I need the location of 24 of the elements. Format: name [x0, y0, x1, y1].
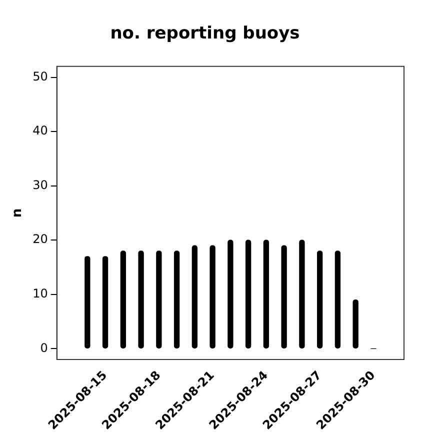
y-tick-label: 20 — [32, 232, 48, 246]
bar — [174, 250, 180, 349]
bar — [245, 240, 252, 349]
bar — [156, 250, 162, 349]
bar — [334, 250, 341, 349]
y-tick-label: 40 — [32, 124, 48, 138]
bar — [102, 256, 108, 349]
y-tick-label: 10 — [32, 286, 48, 301]
y-tick-label: 50 — [32, 69, 48, 84]
bar — [192, 245, 198, 349]
bar — [281, 245, 287, 349]
bar — [120, 250, 126, 349]
y-tick-label: 0 — [40, 340, 48, 355]
bar — [138, 250, 144, 349]
y-tick-label: 30 — [32, 178, 48, 192]
y-axis-title: n — [10, 208, 26, 218]
bar — [316, 250, 323, 349]
bar — [263, 240, 270, 349]
bar — [299, 240, 305, 349]
bar — [228, 240, 234, 349]
bar — [84, 256, 90, 349]
chart-title: no. reporting buoys — [110, 24, 300, 44]
bar — [352, 300, 358, 349]
bar — [210, 245, 216, 349]
